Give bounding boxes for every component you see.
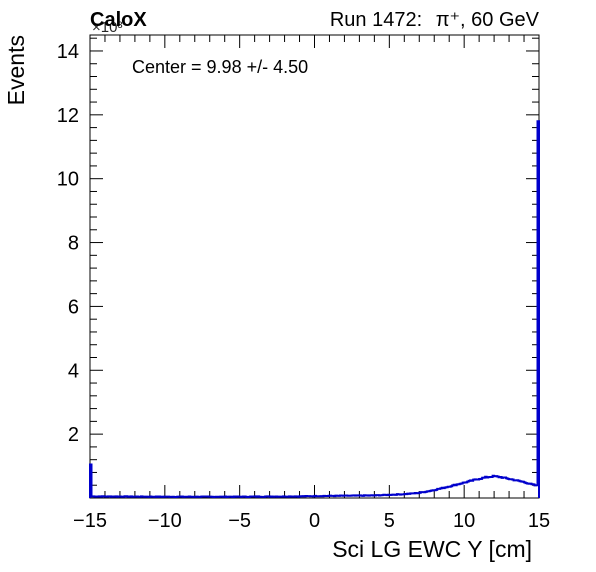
- beam-info: π⁺, 60 GeV: [436, 9, 540, 31]
- plot-frame: [89, 34, 540, 499]
- x-tick-label: −15: [73, 510, 107, 532]
- experiment-label: CaloX: [90, 9, 147, 31]
- x-tick-label: 15: [528, 510, 550, 532]
- x-tick-label: 0: [309, 510, 320, 532]
- y-tick-label: 14: [57, 41, 79, 63]
- y-tick-label: 10: [57, 169, 79, 191]
- y-tick-labels: 2 4 6 8 10 12 14: [57, 41, 79, 446]
- run-number: Run 1472:: [330, 9, 422, 31]
- x-axis-title: Sci LG EWC Y [cm]: [332, 536, 532, 562]
- y-axis-title: Events: [3, 35, 29, 105]
- histogram-series-line: [89, 120, 540, 498]
- y-tick-label: 2: [68, 424, 79, 446]
- run-label: Run 1472: π⁺, 60 GeV: [330, 9, 540, 31]
- y-tick-label: 6: [68, 296, 79, 318]
- x-tick-label: 10: [453, 510, 475, 532]
- y-tick-label: 4: [68, 360, 79, 382]
- center-annotation: Center = 9.98 +/- 4.50: [132, 57, 308, 77]
- y-multiplier-label: ×10³: [92, 19, 122, 36]
- x-tick-label: −5: [228, 510, 251, 532]
- y-tick-label: 12: [57, 105, 79, 127]
- axis-ticks: [89, 35, 540, 499]
- y-tick-label: 8: [68, 233, 79, 255]
- x-tick-label: −10: [148, 510, 182, 532]
- x-tick-labels: −15 −10 −5 0 5 10 15: [73, 510, 550, 532]
- x-tick-label: 5: [384, 510, 395, 532]
